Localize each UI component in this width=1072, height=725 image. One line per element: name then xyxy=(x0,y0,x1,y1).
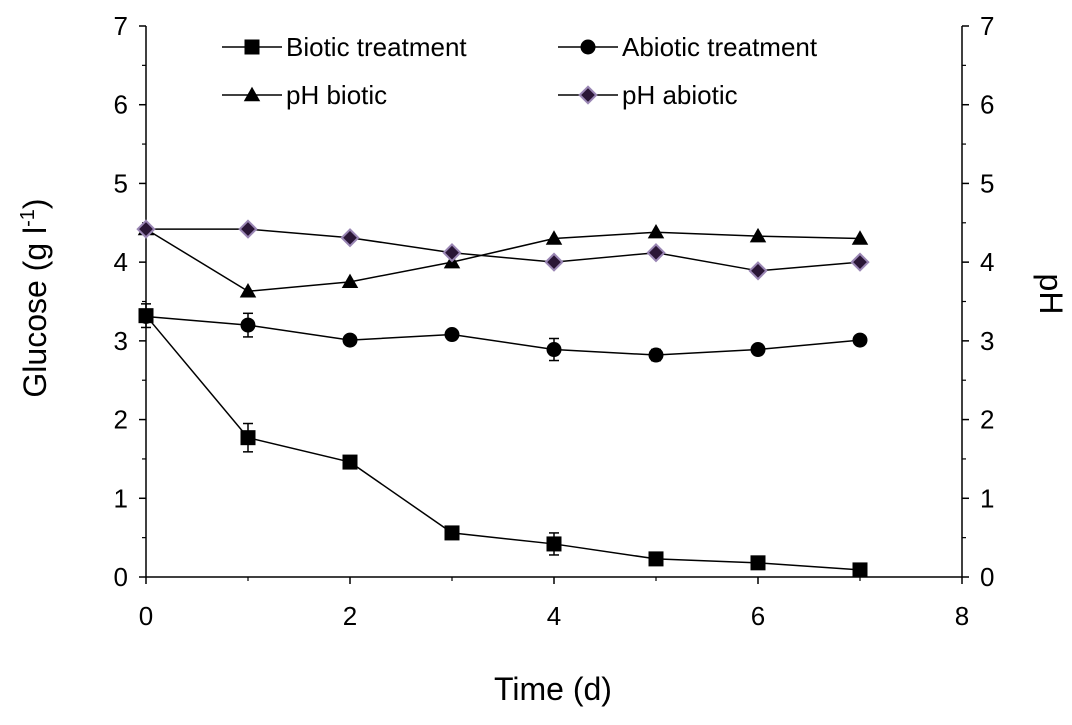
y-tick-label: 7 xyxy=(114,11,128,41)
data-point xyxy=(138,308,154,324)
y2-tick-label: 1 xyxy=(980,483,994,513)
y-tick-label: 2 xyxy=(114,405,128,435)
data-point xyxy=(444,525,460,541)
y-axis-label-end: ) xyxy=(17,198,53,209)
x-tick-label: 6 xyxy=(751,601,765,631)
y2-tick-label: 4 xyxy=(980,247,994,277)
data-point xyxy=(852,332,868,348)
legend-label: pH abiotic xyxy=(622,80,738,110)
data-point xyxy=(136,219,156,239)
data-point xyxy=(850,252,870,272)
legend-entry: Biotic treatment xyxy=(222,32,467,62)
data-point xyxy=(442,243,462,263)
y-tick-label: 0 xyxy=(114,562,128,592)
y2-tick-label: 7 xyxy=(980,11,994,41)
x-tick-label: 8 xyxy=(955,601,969,631)
series-abiotic-treatment xyxy=(138,308,868,363)
legend-marker xyxy=(244,39,260,55)
data-point xyxy=(342,332,358,348)
data-point xyxy=(546,536,562,552)
legend-label: pH biotic xyxy=(286,80,387,110)
y-tick-label: 3 xyxy=(114,326,128,356)
data-point xyxy=(240,430,256,446)
data-point xyxy=(340,228,360,248)
data-point xyxy=(646,243,666,263)
data-point xyxy=(238,219,258,239)
y-tick-label: 6 xyxy=(114,90,128,120)
y-axis-label-main: Glucose (g l xyxy=(17,227,53,398)
legend-entry: Abiotic treatment xyxy=(558,32,818,62)
x-tick-label: 2 xyxy=(343,601,357,631)
x-tick-label: 0 xyxy=(139,601,153,631)
data-point xyxy=(750,342,766,358)
y2-tick-label: 5 xyxy=(980,168,994,198)
data-point xyxy=(648,551,664,567)
legend-entry: pH abiotic xyxy=(558,80,738,110)
x-tick-label: 4 xyxy=(547,601,561,631)
data-point xyxy=(648,347,664,363)
data-point xyxy=(749,227,767,243)
series-line xyxy=(146,228,861,272)
data-point xyxy=(544,252,564,272)
legend-label: Biotic treatment xyxy=(286,32,467,62)
x-axis-label: Time (d) xyxy=(494,671,612,707)
data-point xyxy=(342,454,358,470)
ticks: 0 1 2 3 4 5 6 7 0 1 2 3 4 5 6 7 0 2 4 6 8 xyxy=(114,11,995,631)
data-point xyxy=(239,283,257,298)
y2-axis-label: pH xyxy=(1033,274,1069,315)
y2-tick-label: 3 xyxy=(980,326,994,356)
data-point xyxy=(545,230,563,245)
data-point xyxy=(444,327,460,343)
y2-tick-label: 2 xyxy=(980,405,994,435)
data-point xyxy=(748,261,768,281)
data-point xyxy=(852,562,868,578)
data-point xyxy=(851,230,869,245)
data-point xyxy=(750,555,766,571)
y2-tick-label: 6 xyxy=(980,90,994,120)
data-point xyxy=(240,317,256,333)
y-tick-label: 1 xyxy=(114,483,128,513)
series-line xyxy=(145,315,861,571)
series-line xyxy=(145,228,861,293)
legend: Biotic treatment Abiotic treatment pH biot… xyxy=(222,32,818,110)
y-tick-label: 5 xyxy=(114,168,128,198)
series-line xyxy=(145,315,861,356)
legend-entry: pH biotic xyxy=(222,80,387,110)
legend-marker xyxy=(578,85,598,105)
series-layer xyxy=(136,219,870,578)
y-axis-label-sup: -1 xyxy=(17,209,39,227)
data-point xyxy=(647,223,665,239)
legend-marker xyxy=(580,39,596,55)
series-ph-abiotic xyxy=(136,219,870,281)
axes xyxy=(145,26,963,578)
legend-marker xyxy=(243,86,261,102)
data-point xyxy=(546,342,562,358)
data-point xyxy=(341,273,359,289)
y-tick-label: 4 xyxy=(114,247,128,277)
y-axis-label: Glucose (g l-1) xyxy=(17,198,53,397)
legend-label: Abiotic treatment xyxy=(622,32,818,62)
y2-tick-label: 0 xyxy=(980,562,994,592)
